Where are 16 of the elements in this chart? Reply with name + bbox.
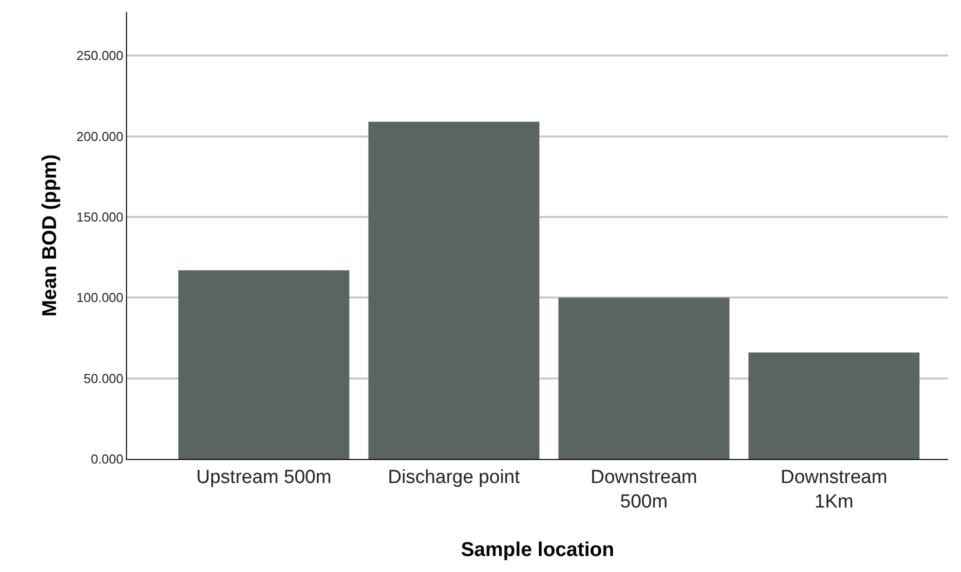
bar: [748, 352, 920, 459]
y-tick-label: 150.000: [76, 209, 124, 224]
x-tick-label: Upstream 500m: [196, 466, 332, 488]
y-axis-title: Mean BOD (ppm): [38, 154, 61, 317]
y-tick-label: 0.000: [90, 452, 124, 467]
bar: [558, 298, 730, 459]
y-tick-label: 50.000: [84, 370, 124, 386]
bar: [368, 122, 540, 459]
y-tick-label: 250.000: [76, 48, 124, 64]
x-axis-title: Sample location: [460, 539, 614, 561]
x-tick-label: Downstream 500m: [590, 466, 698, 512]
bar: [178, 270, 350, 459]
x-tick-label: Downstream 1Km: [780, 466, 888, 512]
y-tick-label: 200.000: [76, 128, 124, 144]
y-tick-label: 100.000: [76, 290, 124, 306]
x-tick-label: Discharge point: [388, 466, 521, 488]
